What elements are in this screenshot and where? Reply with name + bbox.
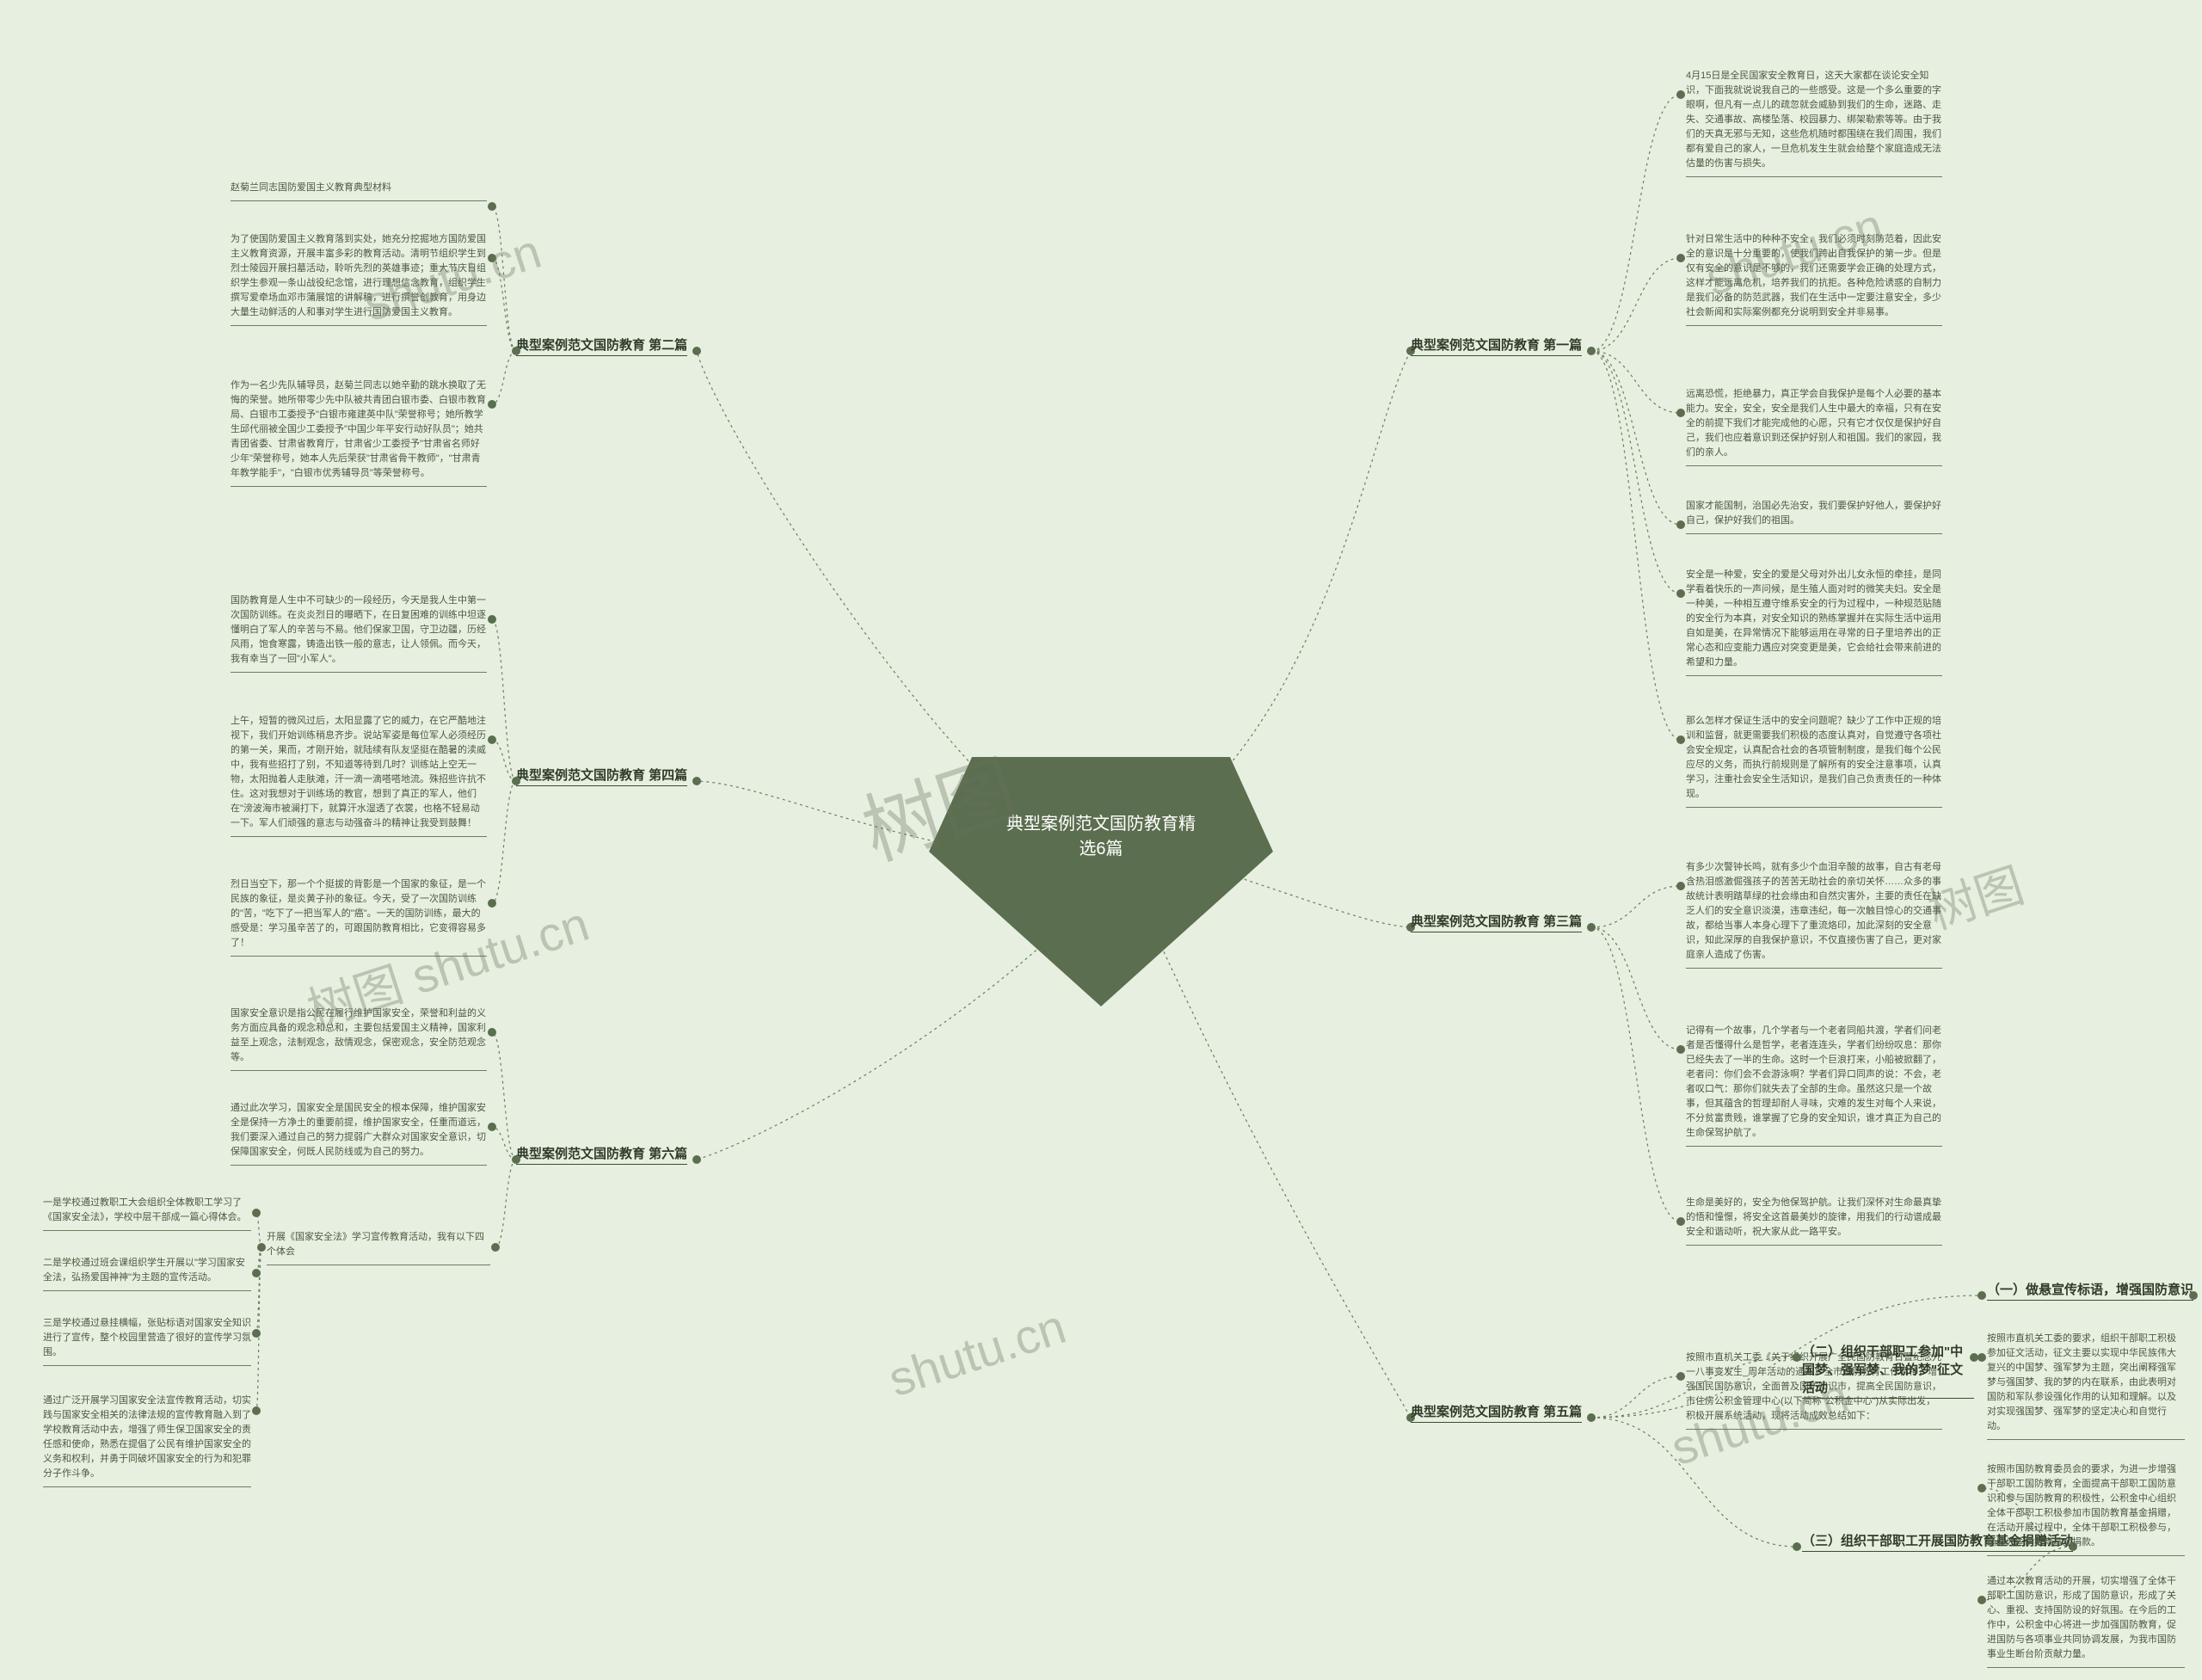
leaf-text: 烈日当空下，那一个个挺拔的背影是一个国家的象征，是一个民族的象征，是炎黄子孙的象… — [231, 877, 487, 957]
leaf-text: 为了使国防爱国主义教育落到实处，她充分挖掘地方国防爱国主义教育资源，开展丰富多彩… — [231, 232, 487, 326]
leaf-text: 通过此次学习，国家安全是国民安全的根本保障，维护国家安全是保持一方净土的重要前提… — [231, 1101, 487, 1166]
node-bullet — [692, 777, 701, 785]
center-node-shape — [929, 757, 1273, 1006]
leaf-text: 通过广泛开展学习国家安全法宣传教育活动，切实践与国家安全相关的法律法规的宣传教育… — [43, 1394, 251, 1487]
node-bullet — [488, 899, 496, 908]
branch-label: 典型案例范文国防教育 第一篇 — [1411, 335, 1582, 356]
leaf-text: 安全是一种爱，安全的爱是父母对外出儿女永恒的牵挂，是同学看着快乐的一声问候，是生… — [1686, 568, 1942, 676]
node-bullet — [257, 1243, 266, 1252]
leaf-text: 上午，短暂的微风过后，太阳显露了它的威力，在它严酷地注视下，我们开始训练稍息齐步… — [231, 714, 487, 837]
node-bullet — [1977, 1291, 1986, 1300]
leaf-text: 远离恐慌，拒绝暴力，真正学会自我保护是每个人必要的基本能力。安全，安全，安全是我… — [1686, 387, 1942, 466]
node-bullet — [252, 1329, 261, 1338]
node-bullet — [1676, 1217, 1685, 1226]
node-bullet — [1587, 1413, 1596, 1422]
node-bullet — [1977, 1353, 1986, 1362]
node-bullet — [1676, 254, 1685, 262]
leaf-text: 生命是美好的，安全为他保驾护航。让我们深怀对生命最真挚的悟和憧憬，将安全这首最美… — [1686, 1196, 1942, 1246]
node-bullet — [1676, 589, 1685, 598]
node-bullet — [488, 615, 496, 624]
leaf-text: 针对日常生活中的种种不安全，我们必须时刻防范着，因此安全的意识是十分重要的，使我… — [1686, 232, 1942, 326]
leaf-text: 国防教育是人生中不可缺少的一段经历，今天是我人生中第一次国防训练。在炎炎烈日的曝… — [231, 594, 487, 673]
node-bullet — [488, 735, 496, 744]
node-bullet — [252, 1269, 261, 1277]
branch-label: 典型案例范文国防教育 第六篇 — [516, 1144, 687, 1165]
leaf-text: 记得有一个故事，几个学者与一个老者同船共渡，学者们问老者是否懂得什么是哲学，老者… — [1686, 1024, 1942, 1147]
branch-label: 典型案例范文国防教育 第三篇 — [1411, 912, 1582, 932]
leaf-text: 4月15日是全民国家安全教育日，这天大家都在谈论安全知识，下面我就说说我自己的一… — [1686, 69, 1942, 177]
leaf-text: 一是学校通过教职工大会组织全体教职工学习了《国家安全法》，学校中层干部成一篇心得… — [43, 1196, 251, 1231]
leaf-text: 通过本次教育活动的开展，切实增强了全体干部职工国防意识，形成了国防意识，形成了关… — [1987, 1574, 2185, 1668]
node-bullet — [1676, 409, 1685, 417]
node-bullet — [1676, 90, 1685, 99]
node-bullet — [488, 202, 496, 211]
node-bullet — [1676, 735, 1685, 744]
node-bullet — [512, 347, 520, 355]
node-bullet — [512, 777, 520, 785]
node-bullet — [1676, 882, 1685, 890]
branch-label: 典型案例范文国防教育 第四篇 — [516, 766, 687, 786]
node-bullet — [1977, 1596, 1986, 1604]
leaf-text: 三是学校通过悬挂横幅，张贴标语对国家安全知识进行了宣传，整个校园里营造了很好的宣… — [43, 1316, 251, 1366]
node-bullet — [1793, 1353, 1801, 1362]
node-bullet — [488, 1123, 496, 1131]
leaf-text: 开展《国家安全法》学习宣传教育活动，我有以下四个体会 — [267, 1230, 490, 1265]
node-bullet — [488, 1028, 496, 1037]
leaf-text: 按照市国防教育委员会的要求，为进一步增强干部职工国防教育，全面提高干部职工国防意… — [1987, 1462, 2185, 1556]
node-bullet — [252, 1406, 261, 1415]
branch-label: （二）组织干部职工参加"中国梦、强军梦、我的梦"征文活动 — [1802, 1342, 1974, 1399]
node-bullet — [1793, 1542, 1801, 1551]
node-bullet — [488, 254, 496, 262]
leaf-text: 赵菊兰同志国防爱国主义教育典型材料 — [231, 181, 487, 201]
branch-label: 典型案例范文国防教育 第二篇 — [516, 335, 687, 356]
leaf-text: 作为一名少先队辅导员，赵菊兰同志以她辛勤的跳水换取了无悔的荣誉。她所带零少先中队… — [231, 378, 487, 487]
node-bullet — [1676, 1372, 1685, 1381]
leaf-text: 那么怎样才保证生活中的安全问题呢？缺少了工作中正规的培训和监督，就更需要我们积极… — [1686, 714, 1942, 808]
leaf-text: 按照市直机关工委的要求，组织干部职工积极参加征文活动，征文主要以实现中华民族伟大… — [1987, 1332, 2185, 1440]
node-bullet — [252, 1209, 261, 1217]
node-bullet — [512, 1155, 520, 1164]
node-bullet — [1977, 1484, 1986, 1492]
branch-label: 典型案例范文国防教育 第五篇 — [1411, 1402, 1582, 1423]
leaf-text: 二是学校通过班会课组织学生开展以"学习国家安全法，弘扬爱国神神"为主题的宣传活动… — [43, 1256, 251, 1291]
node-bullet — [2189, 1291, 2198, 1300]
node-bullet — [488, 400, 496, 409]
node-bullet — [692, 347, 701, 355]
leaf-text: 国家才能国制，治国必先治安，我们要保护好他人，要保护好自己，保护好我们的祖国。 — [1686, 499, 1942, 534]
leaf-text: 国家安全意识是指公民在履行维护国家安全，荣誉和利益的义务方面应具备的观念和总和，… — [231, 1006, 487, 1071]
node-bullet — [1676, 520, 1685, 529]
leaf-text: 有多少次警钟长鸣，就有多少个血泪辛酸的故事，自古有老母含热泪感激倔强孩子的苦苦无… — [1686, 860, 1942, 969]
node-bullet — [1676, 1045, 1685, 1054]
branch-label: （一）做悬宣传标语，增强国防意识 — [1987, 1280, 2193, 1301]
node-bullet — [1587, 923, 1596, 932]
node-bullet — [1587, 347, 1596, 355]
node-bullet — [491, 1243, 500, 1252]
node-bullet — [692, 1155, 701, 1164]
